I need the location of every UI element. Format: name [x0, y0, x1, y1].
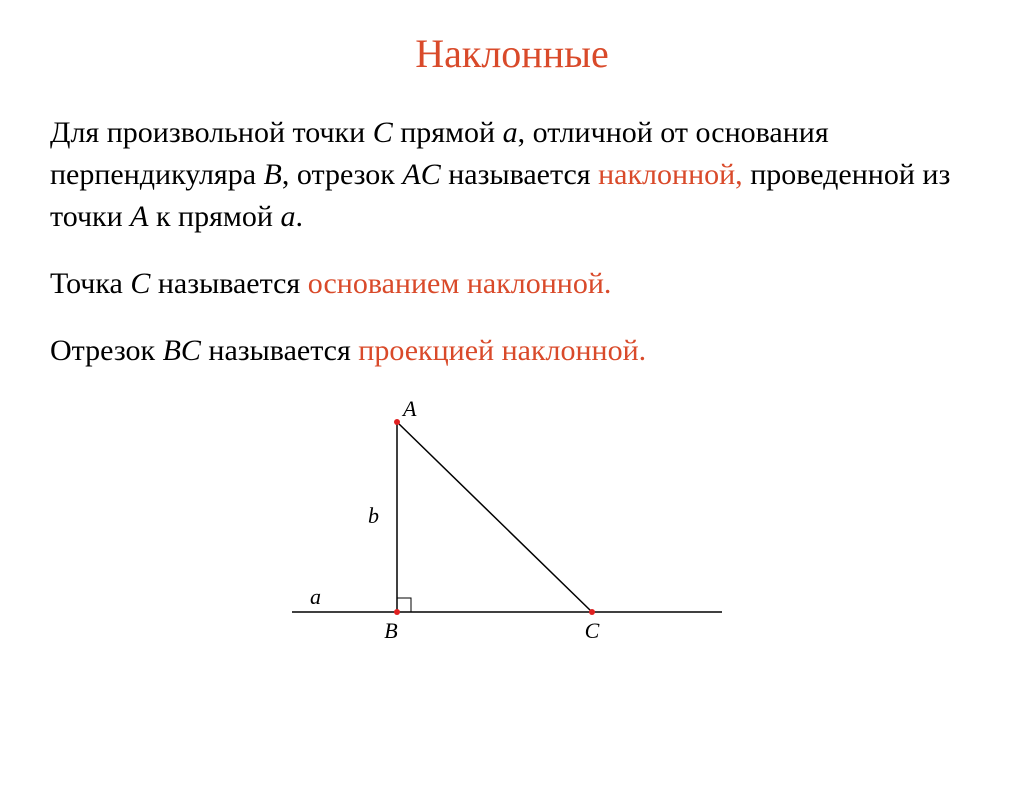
- diagram-svg: A B Ca b: [262, 397, 762, 677]
- p3-t1: Отрезок: [50, 334, 163, 367]
- p3-t2: BC: [163, 334, 201, 367]
- svg-text:B: B: [384, 618, 397, 643]
- svg-text:a: a: [310, 584, 321, 609]
- paragraph-3: Отрезок BC называется проекцией наклонно…: [50, 330, 974, 372]
- p1-t1: Для произвольной точки: [50, 116, 373, 149]
- page-title: Наклонные: [0, 30, 1024, 77]
- p1-t3: прямой: [393, 116, 503, 149]
- svg-text:A: A: [401, 397, 417, 421]
- p1-t2: C: [373, 116, 393, 149]
- p3-t4: проекцией наклонной.: [358, 334, 646, 367]
- p1-t8: AC: [402, 158, 440, 191]
- p1-t10: наклонной,: [598, 158, 743, 191]
- svg-text:b: b: [368, 503, 379, 528]
- p3-t3: называется: [201, 334, 358, 367]
- p2-t3: называется: [150, 267, 307, 300]
- content-area: Для произвольной точки C прямой a, отлич…: [0, 112, 1024, 677]
- p1-t6: B: [264, 158, 282, 191]
- p1-t9: называется: [441, 158, 598, 191]
- p1-t12: A: [130, 200, 148, 233]
- geometry-diagram: A B Ca b: [262, 397, 762, 677]
- svg-text:C: C: [585, 618, 600, 643]
- p2-t1: Точка: [50, 267, 130, 300]
- p1-t14: a: [280, 200, 295, 233]
- p1-t13: к прямой: [148, 200, 280, 233]
- p1-t15: .: [295, 200, 303, 233]
- p1-t7: , отрезок: [282, 158, 403, 191]
- p2-t4: основанием наклонной.: [308, 267, 612, 300]
- paragraph-2: Точка C называется основанием наклонной.: [50, 263, 974, 305]
- paragraph-1: Для произвольной точки C прямой a, отлич…: [50, 112, 974, 238]
- p1-t4: a: [503, 116, 518, 149]
- p2-t2: C: [130, 267, 150, 300]
